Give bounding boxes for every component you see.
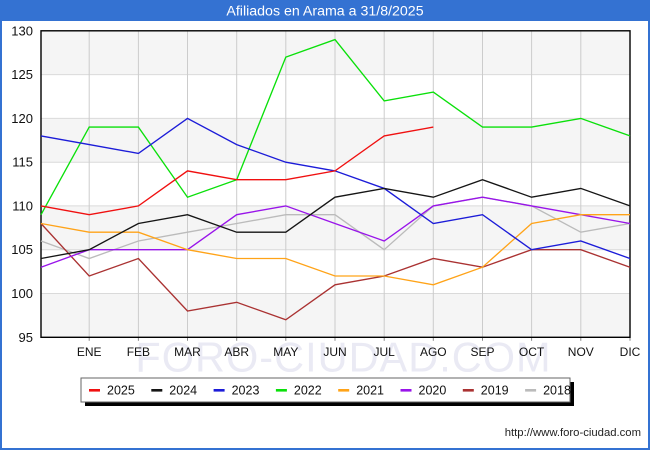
svg-text:OCT: OCT <box>519 345 545 359</box>
svg-text:2020: 2020 <box>419 384 447 398</box>
svg-text:2025: 2025 <box>107 384 135 398</box>
svg-text:ENE: ENE <box>77 345 102 359</box>
svg-text:FORO-CIUDAD.COM: FORO-CIUDAD.COM <box>135 334 551 381</box>
svg-text:110: 110 <box>12 198 33 213</box>
svg-text:SEP: SEP <box>470 345 494 359</box>
svg-text:125: 125 <box>11 67 33 82</box>
svg-text:http://www.foro-ciudad.com: http://www.foro-ciudad.com <box>505 427 641 439</box>
svg-text:2018: 2018 <box>543 384 571 398</box>
svg-text:115: 115 <box>12 155 33 170</box>
svg-text:NOV: NOV <box>568 345 594 359</box>
svg-text:FEB: FEB <box>127 345 150 359</box>
svg-text:2024: 2024 <box>169 384 197 398</box>
svg-text:105: 105 <box>11 242 33 257</box>
svg-text:95: 95 <box>19 330 33 345</box>
svg-text:ABR: ABR <box>224 345 249 359</box>
svg-text:JUL: JUL <box>374 345 396 359</box>
svg-text:AGO: AGO <box>420 345 447 359</box>
svg-text:2022: 2022 <box>294 384 322 398</box>
svg-text:120: 120 <box>11 111 33 126</box>
svg-text:JUN: JUN <box>323 345 346 359</box>
svg-text:100: 100 <box>11 286 33 301</box>
svg-text:130: 130 <box>11 23 33 38</box>
svg-text:2019: 2019 <box>481 384 509 398</box>
svg-text:2023: 2023 <box>232 384 260 398</box>
svg-text:Afiliados en Arama a 31/8/2025: Afiliados en Arama a 31/8/2025 <box>226 4 423 20</box>
svg-text:2021: 2021 <box>356 384 384 398</box>
svg-text:MAR: MAR <box>174 345 201 359</box>
svg-text:MAY: MAY <box>273 345 298 359</box>
svg-text:DIC: DIC <box>620 345 641 359</box>
